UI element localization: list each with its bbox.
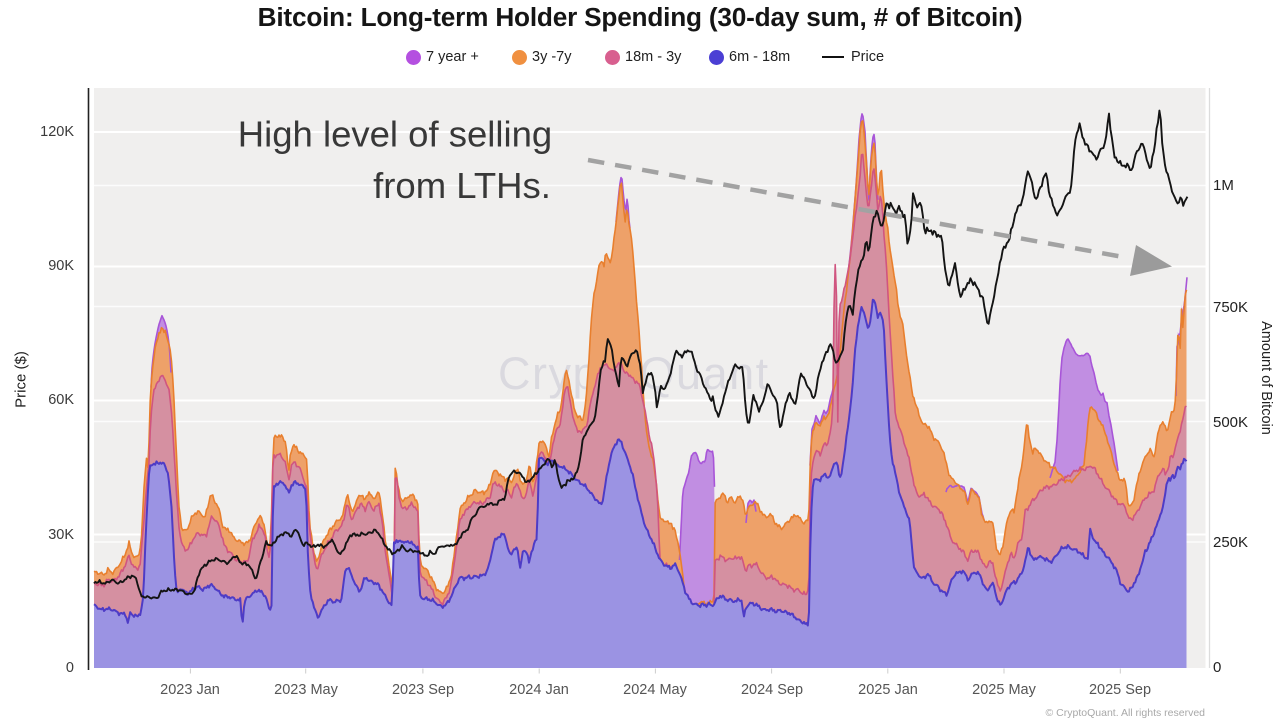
svg-text:from LTHs.: from LTHs. <box>373 165 551 206</box>
svg-text:High level of selling: High level of selling <box>238 114 552 155</box>
